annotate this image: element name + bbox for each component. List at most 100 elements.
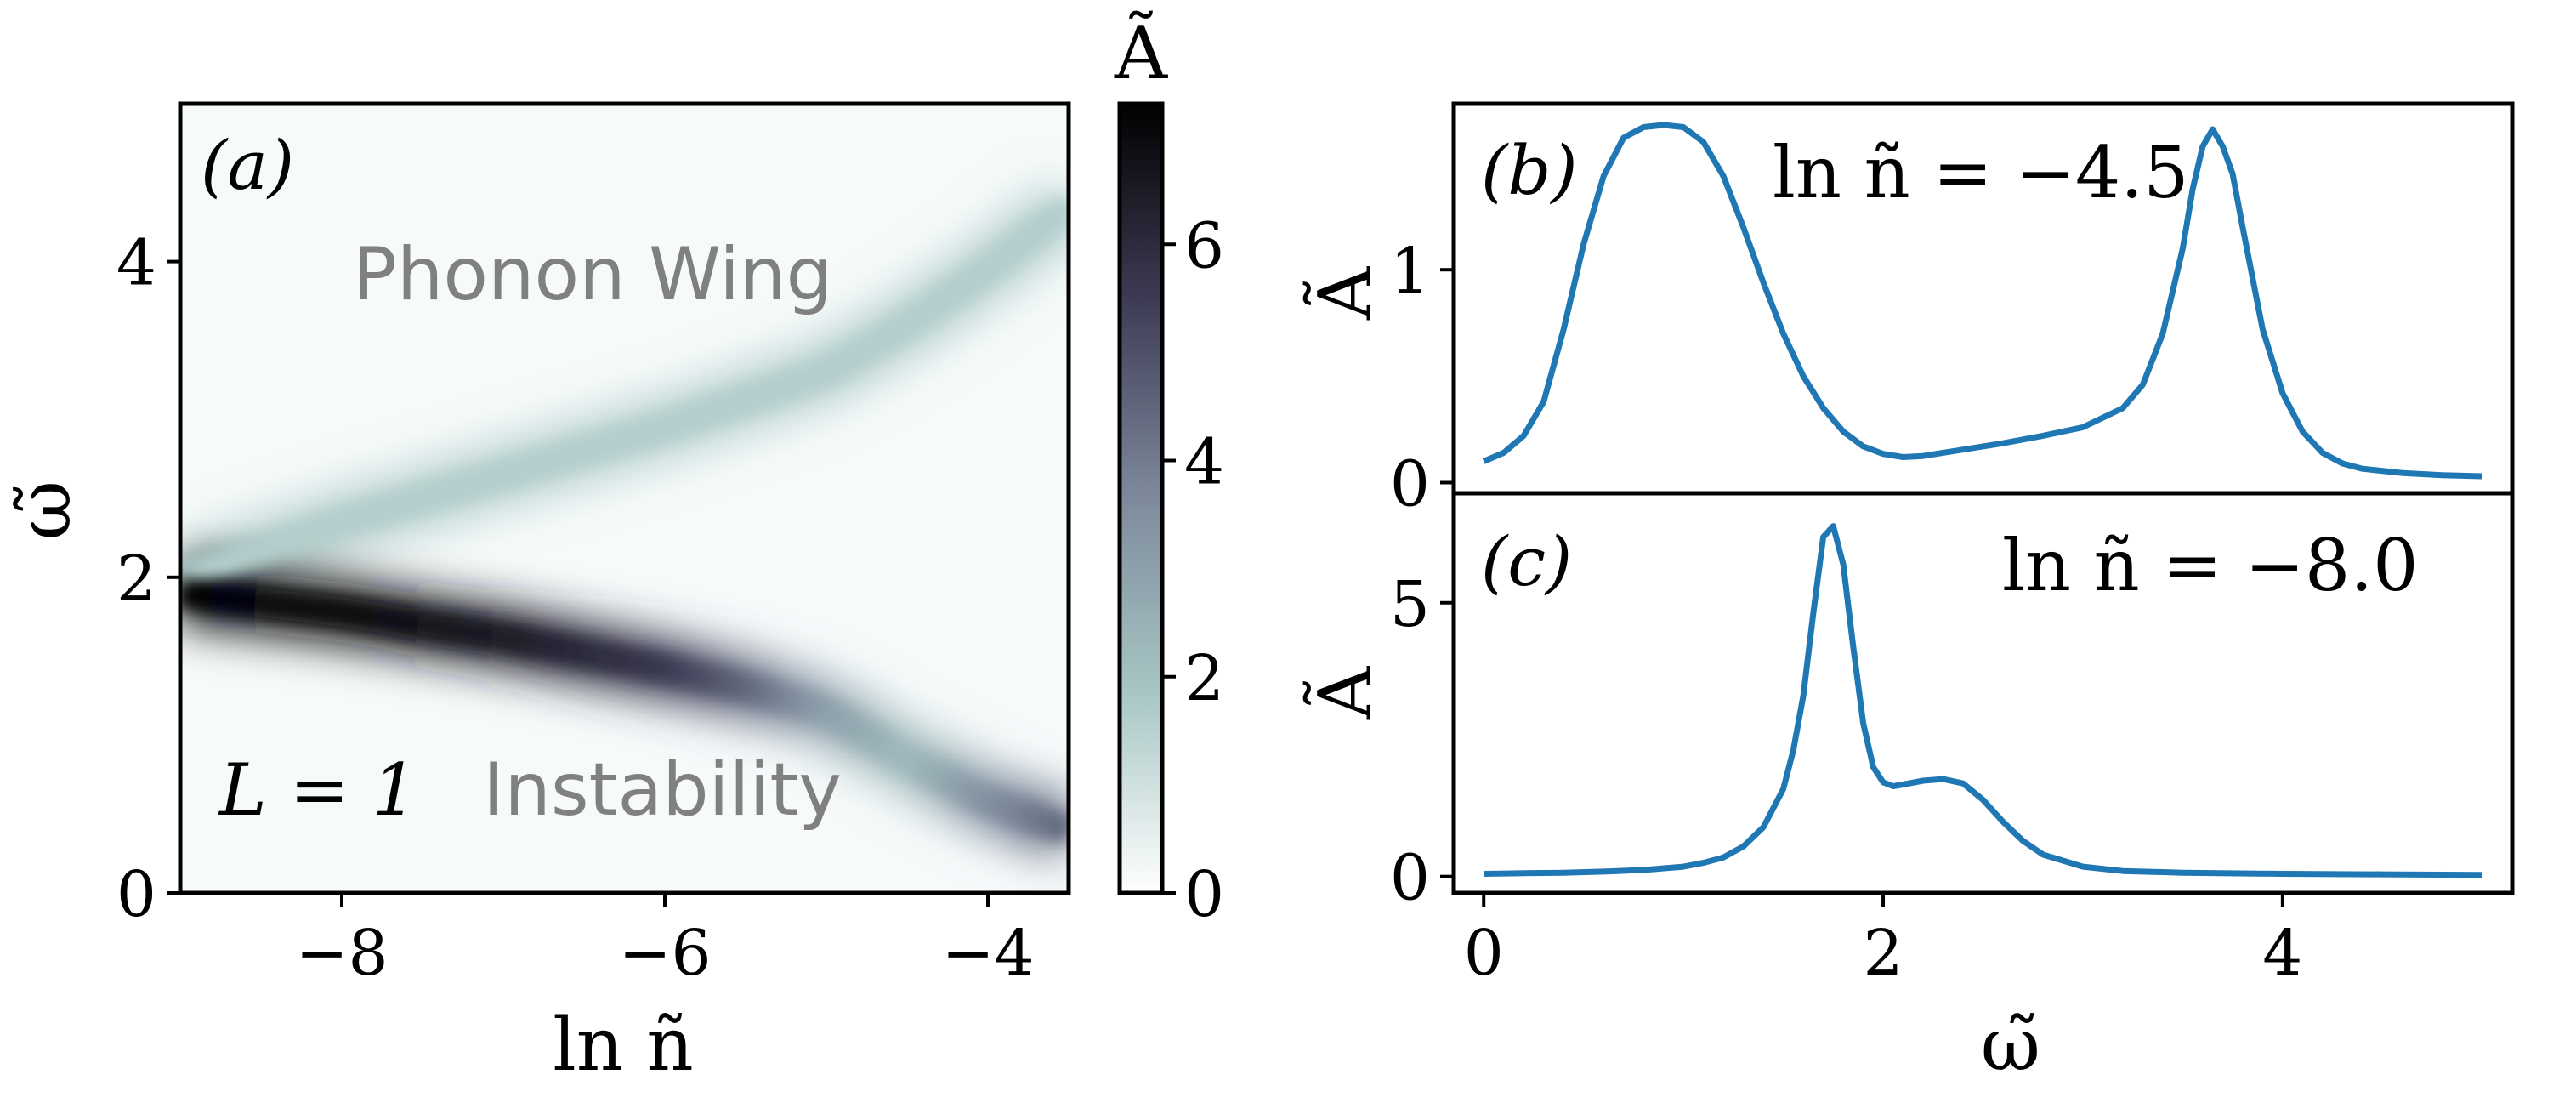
- lower-branch-segment: [340, 598, 362, 629]
- upper-branch-segment: [752, 376, 780, 410]
- lower-branch-segment: [548, 632, 570, 664]
- lower-branch-segment: [370, 602, 392, 634]
- upper-branch-segment: [824, 346, 856, 382]
- lower-branch-segment: [1019, 800, 1046, 834]
- lower-branch-segment: [252, 587, 273, 618]
- y-tick-label: 2: [116, 543, 156, 616]
- upper-branch-segment: [1000, 228, 1036, 264]
- lower-branch-segment: [488, 621, 510, 653]
- lower-branch: [180, 578, 1069, 844]
- lower-branch-segment: [753, 677, 779, 710]
- panel-b: 01 (b) ln ñ = −4.5 Ã: [1303, 101, 2515, 520]
- x-tick-label: −6: [618, 917, 711, 990]
- upper-branch-segment: [971, 251, 1005, 287]
- x-tick-label: 0: [1464, 917, 1504, 990]
- upper-branch-segment: [782, 366, 809, 400]
- lower-branch-segment: [415, 609, 436, 641]
- lower-branch-segment: [621, 646, 644, 679]
- panel-a-xlabel: ln ñ: [553, 1003, 694, 1088]
- upper-branch-segment: [985, 240, 1020, 276]
- lower-branch-segment: [474, 618, 496, 651]
- lower-branch-segment: [606, 644, 629, 676]
- upper-branch-segment: [264, 527, 291, 561]
- upper-branch-segment: [249, 532, 275, 566]
- series-line-c: [1484, 523, 2482, 878]
- lower-branch-segment: [355, 600, 377, 632]
- upper-branch-segment: [338, 503, 364, 536]
- lower-branch-segment: [724, 669, 748, 702]
- x-tick-label: −8: [295, 917, 388, 990]
- upper-branch-segment: [839, 338, 871, 373]
- x-tick-label: −4: [941, 917, 1034, 990]
- upper-branch-segment: [190, 553, 217, 586]
- panel-c-frame: [1451, 491, 2515, 895]
- upper-branch-segment: [738, 381, 764, 415]
- upper-branch-segment: [516, 451, 542, 484]
- panel-a-x-ticks: −8 −6 −4: [295, 893, 1035, 990]
- upper-branch-segment: [590, 429, 616, 462]
- lower-branch-segment: [854, 719, 886, 754]
- colorbar-frame: [1117, 101, 1165, 895]
- upper-branch-segment: [868, 321, 900, 355]
- upper-branch-segment: [442, 472, 468, 505]
- upper-branch-segment: [1015, 216, 1050, 253]
- lower-branch-segment: [710, 666, 734, 698]
- upper-branch-segment: [486, 459, 512, 492]
- lower-branch-segment: [739, 673, 763, 706]
- upper-branch-segment: [412, 480, 438, 515]
- lower-branch-segment: [429, 611, 451, 644]
- panel-a: −8 −6 −4 0 2 4 (a) Phonon Wing Instability L…: [3, 101, 1071, 1088]
- colorbar-gradient: [1120, 104, 1162, 893]
- annotation-instability: Instability: [483, 748, 842, 833]
- lower-branch-segment: [562, 634, 585, 668]
- lower-branch-segment: [502, 623, 525, 656]
- upper-branch-segment: [650, 411, 675, 445]
- upper-branch-segment: [368, 494, 394, 527]
- colorbar: 0 2 4 6 Ã: [1114, 11, 1224, 931]
- upper-branch-segment: [309, 512, 335, 546]
- lower-branch-segment: [444, 614, 466, 645]
- upper-branch-segment: [854, 329, 886, 365]
- lower-branch-segment: [943, 768, 973, 804]
- lower-branch-segment: [207, 582, 229, 613]
- lower-branch-segment: [1034, 805, 1061, 839]
- lower-branch-segment: [768, 681, 793, 714]
- upper-branch-segment: [723, 386, 750, 420]
- upper-branch-segment: [472, 463, 497, 497]
- upper-branch-segment: [942, 271, 975, 308]
- lower-branch-segment: [518, 626, 541, 658]
- lower-branch-segment: [1004, 795, 1031, 829]
- lower-branch-segment: [958, 776, 989, 811]
- lower-branch-segment: [839, 710, 871, 746]
- lower-branch-segment: [928, 760, 959, 796]
- panel-b-y-ticks: 01: [1390, 235, 1454, 520]
- upper-branch-segment: [428, 476, 453, 510]
- panel-a-ylabel: ω̃: [3, 480, 88, 540]
- lower-branch-segment: [576, 638, 599, 670]
- lower-branch-segment: [532, 629, 555, 662]
- lower-branch-segment: [311, 594, 332, 625]
- lower-branch-segment: [223, 583, 243, 615]
- lower-branch-segment: [650, 652, 674, 685]
- lower-branch-segment: [811, 695, 839, 730]
- x-tick-label: 2: [1864, 917, 1904, 990]
- upper-branch-segment: [383, 490, 408, 523]
- upper-branch-segment: [219, 543, 247, 577]
- upper-branch-segment: [912, 292, 945, 328]
- panel-a-y-ticks: 0 2 4: [116, 227, 180, 931]
- y-tick-label: 0: [116, 858, 156, 931]
- lower-branch-segment: [990, 790, 1016, 823]
- upper-branch-segment: [620, 420, 645, 453]
- series-line-b: [1482, 122, 2482, 480]
- panel-c-ylabel: Ã: [1303, 666, 1388, 720]
- heatmap-area: [180, 182, 1069, 859]
- lower-branch-segment: [695, 662, 718, 695]
- lower-branch-segment: [973, 783, 1002, 818]
- panel-b-ylabel: Ã: [1303, 266, 1388, 321]
- upper-branch: [180, 194, 1069, 591]
- colorbar-label: Ã: [1114, 11, 1168, 96]
- lower-branch-segment: [868, 728, 900, 763]
- upper-branch-segment: [664, 407, 690, 440]
